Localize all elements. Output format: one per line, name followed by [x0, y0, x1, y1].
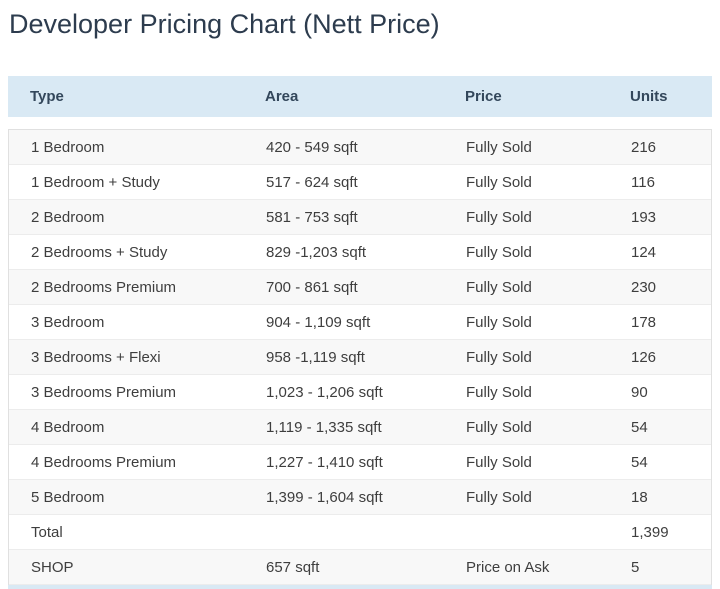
table-body: 1 Bedroom 420 - 549 sqft Fully Sold 216 …	[8, 129, 712, 585]
column-header-price: Price	[465, 88, 502, 105]
column-header-area: Area	[265, 88, 299, 105]
cell-type: 3 Bedroom	[31, 313, 105, 331]
table-row: 3 Bedrooms Premium 1,023 - 1,206 sqft Fu…	[9, 375, 711, 410]
cell-area: 1,399 - 1,604 sqft	[266, 488, 383, 506]
cell-price: Fully Sold	[466, 348, 532, 366]
cell-price: Fully Sold	[466, 488, 532, 506]
cell-price: Fully Sold	[466, 313, 532, 331]
cell-type: 3 Bedrooms + Flexi	[31, 348, 161, 366]
cell-units: 5	[631, 558, 640, 576]
table-row: 2 Bedrooms + Study 829 -1,203 sqft Fully…	[9, 235, 711, 270]
table-header-row: Type Area Price Units	[8, 76, 712, 117]
cell-area: 1,119 - 1,335 sqft	[266, 418, 382, 436]
cell-area: 904 - 1,109 sqft	[266, 313, 371, 331]
cell-area: 420 - 549 sqft	[266, 138, 358, 156]
cell-price: Fully Sold	[466, 278, 532, 296]
cell-type: 4 Bedroom	[31, 418, 105, 436]
cell-units: 54	[631, 418, 648, 436]
cell-type: 5 Bedroom	[31, 488, 105, 506]
cell-type: SHOP	[31, 558, 74, 576]
table-row: 4 Bedrooms Premium 1,227 - 1,410 sqft Fu…	[9, 445, 711, 480]
cell-type: 2 Bedrooms Premium	[31, 278, 177, 296]
cell-price: Fully Sold	[466, 173, 532, 191]
cell-units: 178	[631, 313, 657, 331]
table-row: 2 Bedrooms Premium 700 - 861 sqft Fully …	[9, 270, 711, 305]
table-row: 5 Bedroom 1,399 - 1,604 sqft Fully Sold …	[9, 480, 711, 515]
cell-units: 230	[631, 278, 657, 296]
table-footer-bar	[8, 585, 712, 589]
table-row: 3 Bedrooms + Flexi 958 -1,119 sqft Fully…	[9, 340, 711, 375]
cell-units: 54	[631, 453, 648, 471]
cell-units: 1,399	[631, 523, 669, 541]
column-header-type: Type	[30, 88, 64, 105]
table-row: 3 Bedroom 904 - 1,109 sqft Fully Sold 17…	[9, 305, 711, 340]
cell-price: Price on Ask	[466, 558, 550, 576]
table-row: SHOP 657 sqft Price on Ask 5	[9, 550, 711, 585]
cell-area: 829 -1,203 sqft	[266, 243, 367, 261]
cell-units: 126	[631, 348, 657, 366]
table-row: 1 Bedroom 420 - 549 sqft Fully Sold 216	[9, 130, 711, 165]
table-row: Total 1,399	[9, 515, 711, 550]
cell-units: 18	[631, 488, 648, 506]
page-title: Developer Pricing Chart (Nett Price)	[9, 9, 440, 39]
cell-area: 958 -1,119 sqft	[266, 348, 365, 366]
cell-units: 116	[631, 173, 655, 191]
cell-area: 657 sqft	[266, 558, 320, 576]
cell-area: 700 - 861 sqft	[266, 278, 358, 296]
cell-type: Total	[31, 523, 63, 541]
cell-price: Fully Sold	[466, 418, 532, 436]
table-row: 4 Bedroom 1,119 - 1,335 sqft Fully Sold …	[9, 410, 711, 445]
cell-type: 4 Bedrooms Premium	[31, 453, 177, 471]
cell-price: Fully Sold	[466, 208, 532, 226]
cell-type: 2 Bedroom	[31, 208, 105, 226]
cell-area: 581 - 753 sqft	[266, 208, 358, 226]
cell-type: 2 Bedrooms + Study	[31, 243, 168, 261]
cell-type: 1 Bedroom	[31, 138, 105, 156]
cell-area: 1,023 - 1,206 sqft	[266, 383, 383, 401]
cell-area: 1,227 - 1,410 sqft	[266, 453, 383, 471]
table-row: 2 Bedroom 581 - 753 sqft Fully Sold 193	[9, 200, 711, 235]
cell-price: Fully Sold	[466, 453, 532, 471]
cell-type: 1 Bedroom + Study	[31, 173, 160, 191]
cell-units: 124	[631, 243, 657, 261]
cell-type: 3 Bedrooms Premium	[31, 383, 177, 401]
pricing-table: Type Area Price Units 1 Bedroom 420 - 54…	[8, 76, 712, 589]
cell-units: 90	[631, 383, 648, 401]
cell-units: 216	[631, 138, 657, 156]
cell-units: 193	[631, 208, 657, 226]
cell-price: Fully Sold	[466, 138, 532, 156]
cell-price: Fully Sold	[466, 383, 532, 401]
table-row: 1 Bedroom + Study 517 - 624 sqft Fully S…	[9, 165, 711, 200]
cell-area: 517 - 624 sqft	[266, 173, 358, 191]
column-header-units: Units	[630, 88, 668, 105]
cell-price: Fully Sold	[466, 243, 532, 261]
